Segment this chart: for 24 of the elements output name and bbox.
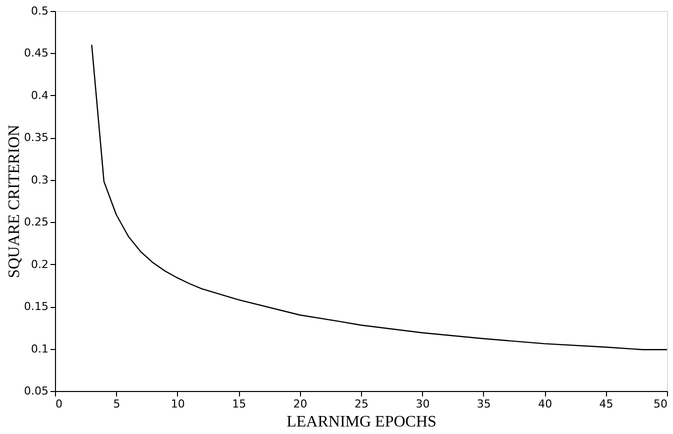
y-tick-label: 0.4 [31, 88, 48, 102]
y-tick-label: 0.1 [31, 342, 48, 356]
x-tick-label: 35 [476, 398, 491, 410]
x-tick-label: 5 [113, 398, 120, 410]
y-tick-label: 0.2 [31, 258, 48, 271]
x-tick-label: 10 [170, 398, 185, 410]
x-tick-label: 25 [354, 398, 368, 410]
y-tick-label: 0.05 [24, 384, 48, 398]
y-axis-title: SQUARE CRITERION [6, 124, 24, 278]
y-tick-label: 0.3 [31, 173, 48, 186]
line-series [91, 44, 668, 350]
y-tick-label: 0.15 [24, 300, 48, 314]
y-tick-label: 0.5 [31, 4, 48, 18]
y-tick-label: 0.45 [24, 46, 48, 60]
x-tick-label: 15 [232, 398, 246, 410]
x-tick-label: 40 [538, 398, 552, 410]
x-tick-label: 0 [56, 398, 62, 410]
x-axis-title: LEARNIMG EPOCHS [286, 414, 436, 430]
x-tick-label: 50 [654, 398, 668, 410]
y-tick-label: 0.35 [24, 131, 48, 144]
x-tick-label: 45 [599, 398, 614, 410]
x-tick-label: 20 [293, 398, 308, 410]
y-tick-label: 0.25 [24, 216, 48, 229]
x-tick-label: 30 [416, 398, 430, 410]
